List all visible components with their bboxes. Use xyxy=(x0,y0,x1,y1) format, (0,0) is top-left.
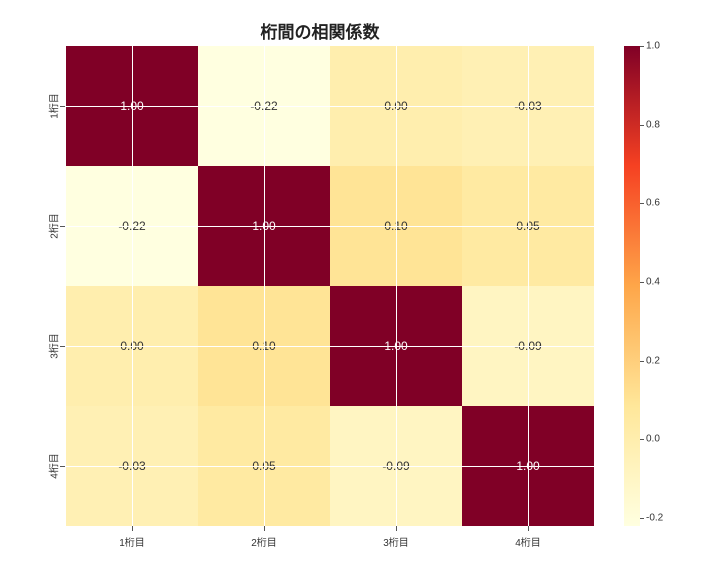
cell-value-label: 0.05 xyxy=(516,219,539,233)
heatmap-cell: 1.00 xyxy=(66,46,198,166)
colorbar-tick-label: 0.2 xyxy=(646,355,660,366)
cell-value-label: 1.00 xyxy=(252,219,275,233)
y-axis-label: 4桁目 xyxy=(45,453,60,479)
heatmap-cell: -0.03 xyxy=(462,46,594,166)
cell-value-label: -0.03 xyxy=(514,99,541,113)
heatmap-cell: 0.00 xyxy=(330,46,462,166)
heatmap-cell: 0.05 xyxy=(462,166,594,286)
heatmap-cell: -0.09 xyxy=(462,286,594,406)
cell-value-label: 0.10 xyxy=(252,339,275,353)
x-axis-label: 4桁目 xyxy=(515,534,541,549)
cell-value-label: -0.22 xyxy=(250,99,277,113)
heatmap-cell: 0.05 xyxy=(198,406,330,526)
colorbar-tick-label: 0.6 xyxy=(646,198,660,209)
chart-title: 桁間の相関係数 xyxy=(0,18,640,43)
x-tick-marks xyxy=(66,526,594,532)
cell-value-label: 0.05 xyxy=(252,459,275,473)
cell-value-label: 0.00 xyxy=(384,99,407,113)
heatmap-cell: 0.10 xyxy=(330,166,462,286)
correlation-heatmap-figure: 桁間の相関係数 1.00 -0.22 0.00 -0.03 -0.22 1.00 0.10 0… xyxy=(0,0,720,576)
y-axis-labels: 1桁目 2桁目 3桁目 4桁目 xyxy=(28,46,62,526)
y-axis-label: 2桁目 xyxy=(45,213,60,239)
cell-value-label: -0.09 xyxy=(382,459,409,473)
y-axis-label: 1桁目 xyxy=(45,93,60,119)
heatmap-grid: 1.00 -0.22 0.00 -0.03 -0.22 1.00 0.10 0.05 0.00 0… xyxy=(66,46,594,526)
y-axis-label: 3桁目 xyxy=(45,333,60,359)
heatmap-cell: 0.00 xyxy=(66,286,198,406)
heatmap-cell: 0.10 xyxy=(198,286,330,406)
cell-value-label: -0.22 xyxy=(118,219,145,233)
heatmap-cell: -0.03 xyxy=(66,406,198,526)
colorbar-area: -0.20.00.20.40.60.81.0 xyxy=(624,46,700,526)
cell-value-label: 0.00 xyxy=(120,339,143,353)
colorbar-tick-label: -0.2 xyxy=(646,513,663,524)
colorbar-tick-label: 1.0 xyxy=(646,41,660,52)
colorbar-tick-label: 0.8 xyxy=(646,119,660,130)
colorbar-ticks: -0.20.00.20.40.60.81.0 xyxy=(646,46,696,526)
colorbar-gradient xyxy=(624,46,640,526)
colorbar-tick-label: 0.4 xyxy=(646,277,660,288)
cell-value-label: -0.03 xyxy=(118,459,145,473)
x-axis-label: 3桁目 xyxy=(383,534,409,549)
cell-value-label: 1.00 xyxy=(384,339,407,353)
heatmap-cell: 1.00 xyxy=(198,166,330,286)
cell-value-label: 1.00 xyxy=(516,459,539,473)
cell-value-label: 0.10 xyxy=(384,219,407,233)
cell-value-label: 1.00 xyxy=(120,99,143,113)
x-axis-labels: 1桁目 2桁目 3桁目 4桁目 xyxy=(66,534,594,554)
heatmap-cell: -0.22 xyxy=(66,166,198,286)
heatmap-cell: 1.00 xyxy=(462,406,594,526)
plot-area: 1.00 -0.22 0.00 -0.03 -0.22 1.00 0.10 0.05 0.00 0… xyxy=(66,46,594,526)
heatmap-cell: 1.00 xyxy=(330,286,462,406)
heatmap-cell: -0.22 xyxy=(198,46,330,166)
x-axis-label: 1桁目 xyxy=(119,534,145,549)
colorbar-tick-label: 0.0 xyxy=(646,434,660,445)
heatmap-cell: -0.09 xyxy=(330,406,462,526)
x-axis-label: 2桁目 xyxy=(251,534,277,549)
cell-value-label: -0.09 xyxy=(514,339,541,353)
